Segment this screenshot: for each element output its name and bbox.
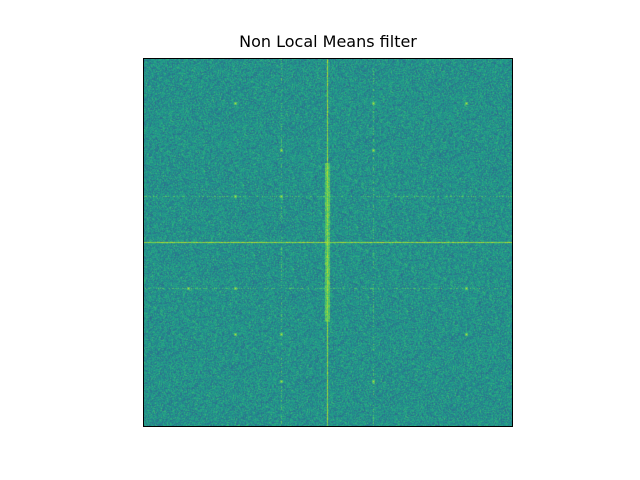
image-axes — [143, 58, 513, 427]
plot-title: Non Local Means filter — [239, 32, 417, 51]
spectrum-image — [144, 59, 512, 426]
